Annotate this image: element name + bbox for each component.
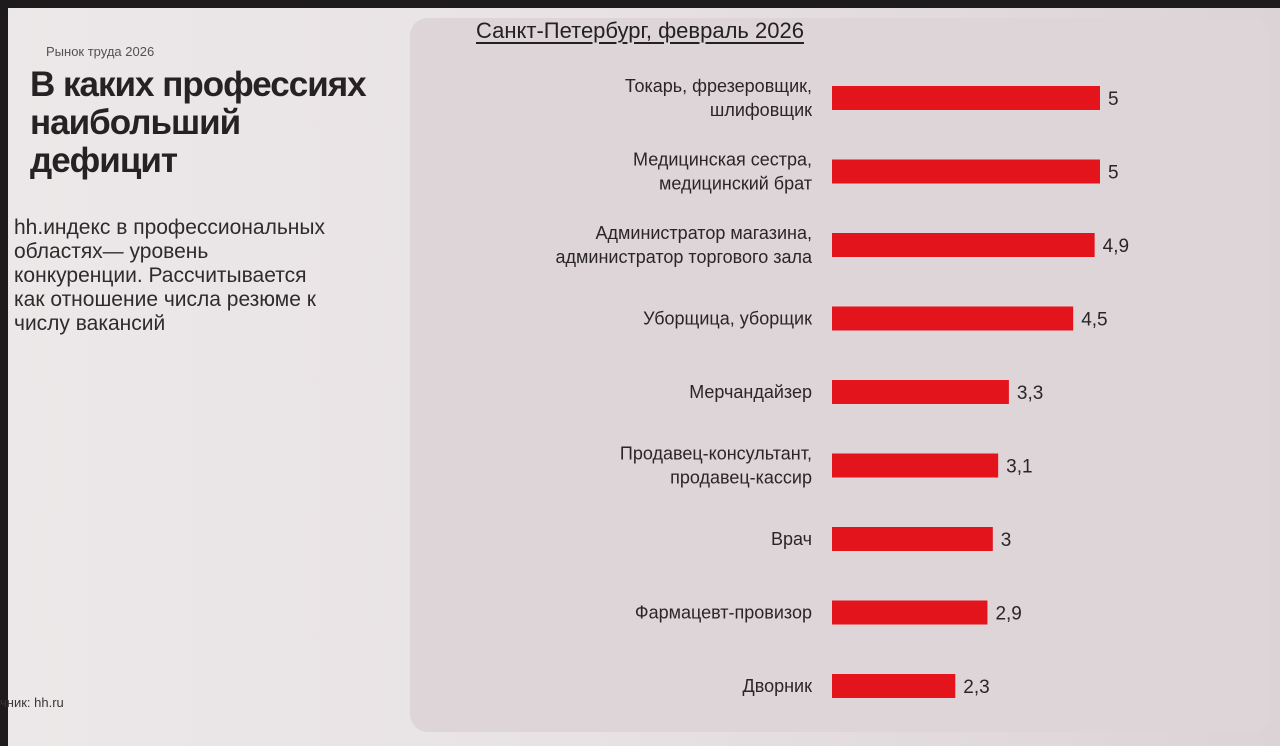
kicker-label: Рынок труда 2026 [46, 44, 155, 59]
description-line-2: областях— уровень [14, 240, 209, 263]
bar-6 [832, 453, 999, 478]
value-label-3: 4,9 [1103, 236, 1129, 257]
bar-9 [832, 674, 956, 698]
bar-1 [832, 86, 1100, 110]
category-label-3-line-1: Администратор магазина, [596, 223, 813, 243]
bar-4 [832, 306, 1074, 331]
bar-2 [832, 159, 1100, 184]
bar-7 [832, 527, 993, 551]
chart-title: Санкт-Петербург, февраль 2026 [476, 18, 804, 43]
category-label-1-line-1: Токарь, фрезеровщик, [625, 76, 812, 96]
category-label-9: Дворник [743, 676, 813, 696]
value-label-8: 2,9 [995, 604, 1021, 625]
category-label-7: Врач [771, 529, 812, 549]
value-label-5: 3,3 [1017, 383, 1043, 404]
value-label-7: 3 [1001, 530, 1012, 551]
page-title: В каких профессиях наибольший дефицит [30, 66, 450, 180]
category-label-2-line-1: Медицинская сестра, [633, 150, 812, 170]
value-label-9: 2,3 [963, 677, 989, 698]
description-line-4: как отношение числа резюме к [14, 288, 316, 311]
description-text: hh.индекс в профессиональных областях— у… [14, 216, 414, 336]
bar-3 [832, 233, 1095, 257]
category-label-8: Фармацевт-провизор [635, 603, 812, 623]
value-label-4: 4,5 [1081, 310, 1107, 331]
category-label-2-line-2: медицинский брат [659, 174, 812, 194]
value-label-1: 5 [1108, 89, 1119, 110]
description-line-1: hh.индекс в профессиональных [14, 216, 325, 239]
description-line-3: конкуренции. Рассчитывается [14, 264, 307, 287]
source-note: чник: hh.ru [0, 695, 64, 710]
category-label-5: Мерчандайзер [689, 382, 812, 402]
category-label-6-line-1: Продавец-консультант, [620, 444, 812, 464]
category-label-3-line-2: администратор торгового зала [556, 247, 813, 267]
value-label-6: 3,1 [1006, 457, 1032, 478]
title-line-1: В каких профессиях [30, 65, 367, 104]
screen-bezel [0, 0, 8, 746]
description-line-5: числу вакансий [14, 312, 166, 335]
title-line-3: дефицит [30, 141, 178, 180]
title-line-2: наибольший [30, 103, 241, 142]
category-label-1-line-2: шлифовщик [710, 100, 812, 120]
category-label-6-line-2: продавец-кассир [670, 468, 812, 488]
value-label-2: 5 [1108, 163, 1119, 184]
bar-5 [832, 380, 1009, 404]
bar-8 [832, 600, 988, 625]
category-label-4: Уборщица, уборщик [643, 309, 812, 329]
